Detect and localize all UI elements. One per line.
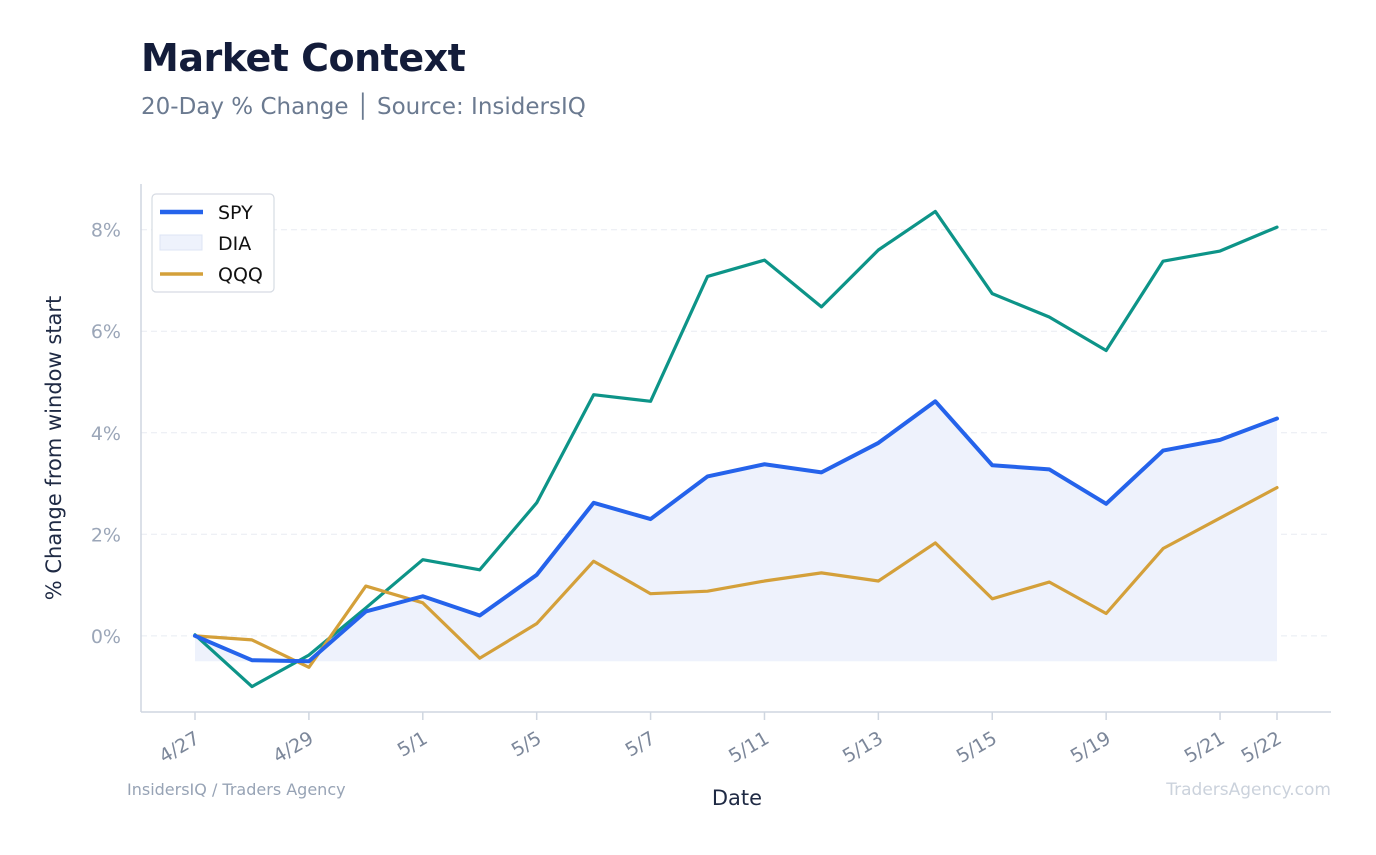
series-line-qqq xyxy=(193,486,1279,669)
legend-label-qqq: QQQ xyxy=(218,264,263,286)
x-tick-label: 5/13 xyxy=(839,727,887,767)
series-line-spy xyxy=(193,399,1279,664)
legend-swatch-dia xyxy=(159,234,203,251)
x-tick-label: 5/21 xyxy=(1181,727,1229,767)
x-tick-labels: 4/27 4/29 5/1 5/5 5/7 5/11 5/13 5/15 5/19 5/21 5/2… xyxy=(156,712,1286,768)
legend: SPY DIA QQQ xyxy=(151,193,275,293)
x-axis-title: Date xyxy=(712,786,762,810)
legend-box xyxy=(151,193,275,293)
y-tick-label: 6% xyxy=(91,321,121,343)
x-tick-label: 5/5 xyxy=(508,727,545,761)
x-tick-label: 4/29 xyxy=(269,727,317,767)
dia-area xyxy=(195,401,1277,662)
chart-title: Market Context xyxy=(141,36,466,80)
y-tick-label: 0% xyxy=(91,626,121,648)
series-line-dia xyxy=(193,209,1279,689)
x-tick-label: 5/19 xyxy=(1067,727,1115,767)
y-tick-label: 8% xyxy=(91,220,121,242)
axes xyxy=(140,184,1331,713)
x-tick-label: 5/15 xyxy=(953,727,1001,767)
x-tick-label: 4/27 xyxy=(156,727,204,767)
footer-watermark: TradersAgency.com xyxy=(1166,780,1331,800)
x-tick-label: 5/7 xyxy=(622,727,659,761)
legend-label-dia: DIA xyxy=(218,233,251,255)
y-axis-title: % Change from window start xyxy=(42,296,66,601)
chart-subtitle: 20-Day % Change │ Source: InsidersIQ xyxy=(141,94,586,120)
x-tick-label: 5/22 xyxy=(1238,727,1286,767)
x-tick-label: 5/11 xyxy=(725,727,773,767)
x-tick-label: 5/1 xyxy=(394,727,431,761)
dia-area-fill xyxy=(195,401,1277,662)
legend-label-spy: SPY xyxy=(218,202,253,224)
footer-credit: InsidersIQ / Traders Agency xyxy=(127,780,346,799)
y-tick-label: 2% xyxy=(91,524,121,546)
y-tick-labels: 0% 2% 4% 6% 8% xyxy=(91,220,121,648)
series-lines xyxy=(193,209,1279,689)
y-tick-label: 4% xyxy=(91,423,121,445)
